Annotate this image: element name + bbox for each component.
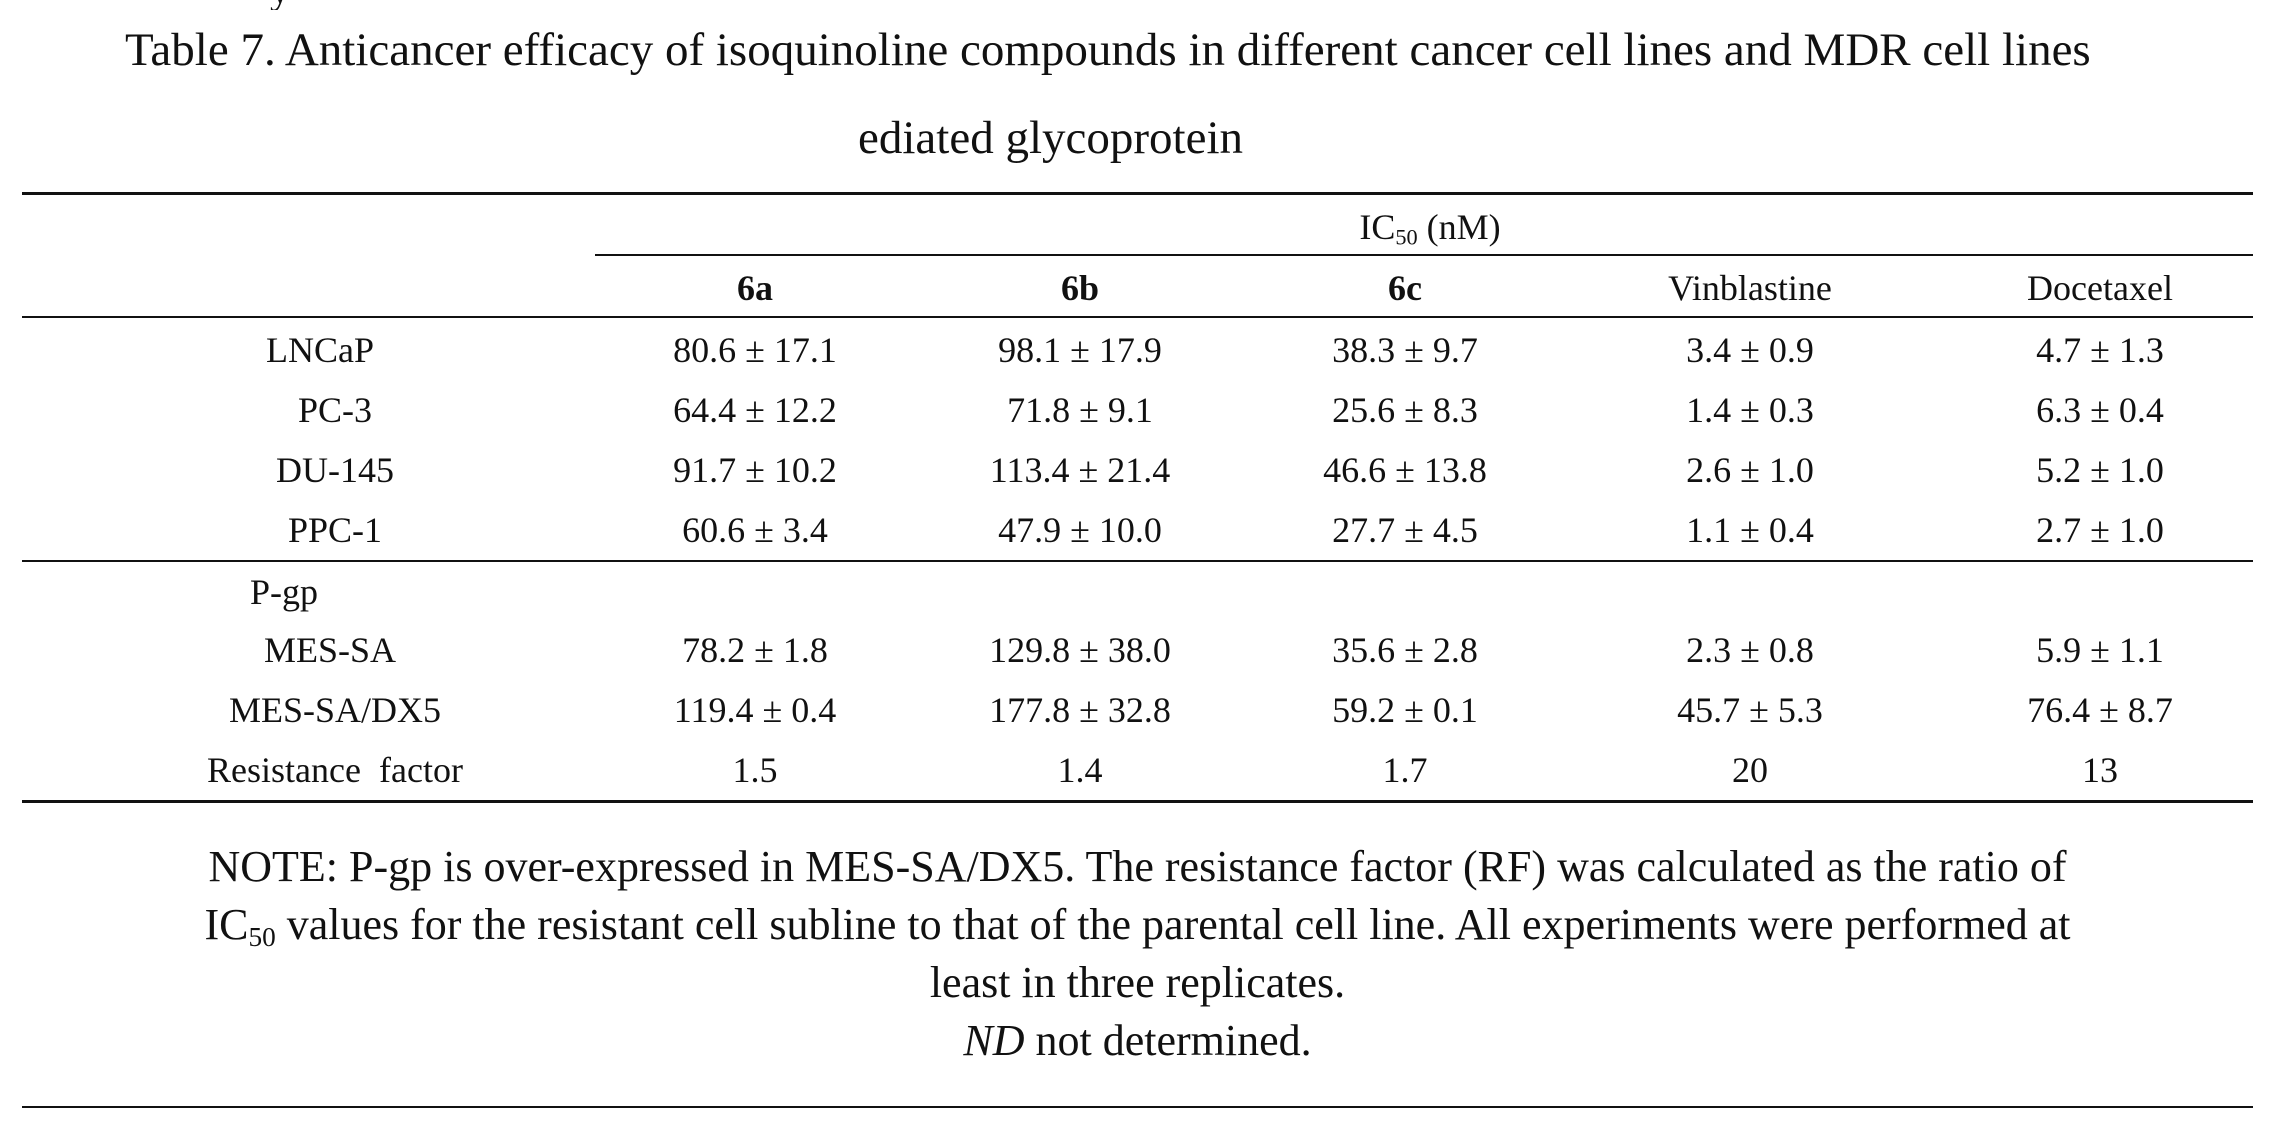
table-cell: 1.5	[605, 752, 905, 788]
table-cell: 46.6 ± 13.8	[1255, 452, 1555, 488]
table-bottom-rule	[22, 800, 2253, 803]
row-label-mes-sa: MES-SA	[230, 632, 430, 668]
table-cell: 47.9 ± 10.0	[930, 512, 1230, 548]
table-cell: 76.4 ± 8.7	[1950, 692, 2250, 728]
table-note-line-2: IC50 values for the resistant cell subli…	[40, 896, 2235, 954]
table-note-nd: ND not determined.	[40, 1012, 2235, 1070]
table-cell: 5.2 ± 1.0	[1950, 452, 2250, 488]
column-header-6a: 6a	[655, 270, 855, 306]
table-cell: 25.6 ± 8.3	[1255, 392, 1555, 428]
table-cell: 4.7 ± 1.3	[1950, 332, 2250, 368]
note-bottom-rule	[22, 1106, 2253, 1108]
table-cell: 1.4	[930, 752, 1230, 788]
column-header-6c: 6c	[1305, 270, 1505, 306]
table-note-line-1: NOTE: P-gp is over-expressed in MES-SA/D…	[40, 838, 2235, 896]
table-cell: 91.7 ± 10.2	[605, 452, 905, 488]
table-cell: 5.9 ± 1.1	[1950, 632, 2250, 668]
table-cell: 20	[1600, 752, 1900, 788]
table-cell: 3.4 ± 0.9	[1600, 332, 1900, 368]
table-cell: 64.4 ± 12.2	[605, 392, 905, 428]
column-header-6b: 6b	[980, 270, 1180, 306]
table-note-line-3: least in three replicates.	[40, 954, 2235, 1012]
column-header-vinblastine: Vinblastine	[1600, 270, 1900, 306]
table-cell: 6.3 ± 0.4	[1950, 392, 2250, 428]
row-label-resistance-factor: Resistance factor	[160, 752, 510, 788]
row-label-lncap: LNCaP	[220, 332, 420, 368]
group-header-rule	[595, 254, 2253, 256]
table-cell: 38.3 ± 9.7	[1255, 332, 1555, 368]
table-cell: 129.8 ± 38.0	[930, 632, 1230, 668]
table-cell: 98.1 ± 17.9	[930, 332, 1230, 368]
section-divider-rule	[22, 560, 2253, 562]
table-cell: 2.7 ± 1.0	[1950, 512, 2250, 548]
row-label-pc-3: PC-3	[235, 392, 435, 428]
table-cell: 71.8 ± 9.1	[930, 392, 1230, 428]
table-cell: 78.2 ± 1.8	[605, 632, 905, 668]
row-label-ppc-1: PPC-1	[235, 512, 435, 548]
table-cell: 1.4 ± 0.3	[1600, 392, 1900, 428]
column-header-docetaxel: Docetaxel	[1950, 270, 2250, 306]
section-label-p-gp: P-gp	[250, 574, 350, 610]
table-caption-line-2: ediated glycoprotein	[858, 115, 1243, 162]
table-cell: 80.6 ± 17.1	[605, 332, 905, 368]
table-top-rule	[22, 192, 2253, 195]
row-label-du-145: DU-145	[235, 452, 435, 488]
table-cell: 60.6 ± 3.4	[605, 512, 905, 548]
table-cell: 1.7	[1255, 752, 1555, 788]
nd-abbreviation: ND	[963, 1016, 1024, 1065]
table-cell: 27.7 ± 4.5	[1255, 512, 1555, 548]
table-cell: 2.6 ± 1.0	[1600, 452, 1900, 488]
table-cell: 13	[1950, 752, 2250, 788]
clipped-text-fragment: y	[270, 0, 290, 10]
table-cell: 59.2 ± 0.1	[1255, 692, 1555, 728]
table-cell: 177.8 ± 32.8	[930, 692, 1230, 728]
table-cell: 119.4 ± 0.4	[605, 692, 905, 728]
table-caption-line-1: Table 7. Anticancer efficacy of isoquino…	[125, 27, 2091, 74]
group-header-ic50: IC50 (nM)	[1300, 209, 1560, 245]
table-cell: 1.1 ± 0.4	[1600, 512, 1900, 548]
table-cell: 45.7 ± 5.3	[1600, 692, 1900, 728]
row-label-mes-sa-dx5: MES-SA/DX5	[185, 692, 485, 728]
table-cell: 35.6 ± 2.8	[1255, 632, 1555, 668]
table-cell: 2.3 ± 0.8	[1600, 632, 1900, 668]
table-cell: 113.4 ± 21.4	[930, 452, 1230, 488]
column-header-rule	[22, 316, 2253, 318]
